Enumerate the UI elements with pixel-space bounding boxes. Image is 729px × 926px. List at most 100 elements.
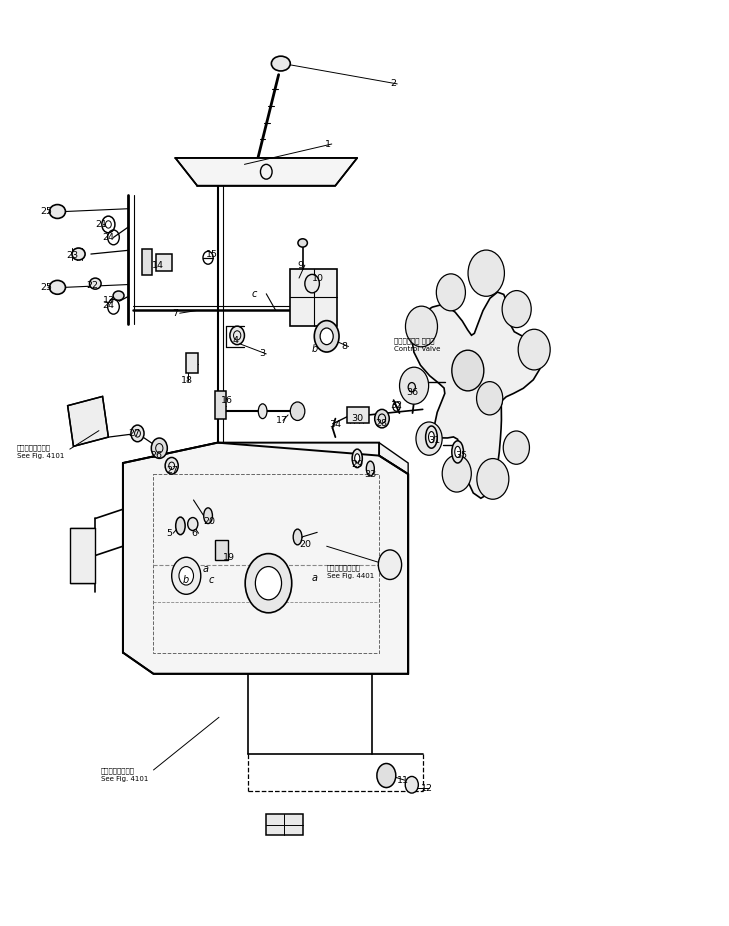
Text: 33: 33 <box>364 469 377 479</box>
Text: 31: 31 <box>429 436 440 445</box>
Text: 35: 35 <box>456 451 467 460</box>
Ellipse shape <box>352 449 362 468</box>
Circle shape <box>131 425 144 442</box>
Text: 18: 18 <box>181 376 193 385</box>
Polygon shape <box>266 814 303 834</box>
Circle shape <box>165 457 178 474</box>
Circle shape <box>408 382 416 392</box>
Circle shape <box>305 274 319 293</box>
Ellipse shape <box>429 432 434 443</box>
Circle shape <box>187 518 198 531</box>
Circle shape <box>399 368 429 404</box>
Bar <box>142 249 152 275</box>
Ellipse shape <box>50 281 66 294</box>
Text: 20: 20 <box>203 517 215 526</box>
Bar <box>186 353 198 373</box>
Circle shape <box>477 382 503 415</box>
Text: 5: 5 <box>166 529 172 538</box>
Text: 29: 29 <box>351 460 363 469</box>
Text: 25: 25 <box>41 207 52 216</box>
Polygon shape <box>68 396 109 446</box>
Bar <box>215 391 225 419</box>
Text: 19: 19 <box>222 553 235 562</box>
Text: 16: 16 <box>220 395 233 405</box>
Ellipse shape <box>72 248 85 260</box>
Text: 21: 21 <box>95 220 107 229</box>
Circle shape <box>172 557 200 594</box>
Circle shape <box>320 328 333 344</box>
Bar <box>156 254 172 270</box>
Circle shape <box>245 554 292 613</box>
Ellipse shape <box>271 56 290 71</box>
Text: a: a <box>312 572 318 582</box>
Text: b: b <box>183 575 190 585</box>
Circle shape <box>502 291 531 328</box>
Text: 15: 15 <box>206 249 218 258</box>
Polygon shape <box>175 157 357 185</box>
Ellipse shape <box>298 239 308 247</box>
Ellipse shape <box>113 291 124 300</box>
Ellipse shape <box>455 446 461 457</box>
Bar <box>215 540 228 560</box>
Ellipse shape <box>176 517 185 534</box>
Ellipse shape <box>355 454 360 463</box>
Circle shape <box>375 409 389 428</box>
Polygon shape <box>290 269 337 326</box>
Circle shape <box>152 438 168 458</box>
Text: 12: 12 <box>421 784 433 793</box>
Ellipse shape <box>366 461 374 476</box>
Text: 27: 27 <box>128 429 140 438</box>
Text: 13: 13 <box>103 295 114 305</box>
Polygon shape <box>123 443 408 674</box>
Ellipse shape <box>293 529 302 544</box>
Text: 6: 6 <box>191 529 198 538</box>
Ellipse shape <box>90 278 101 289</box>
Text: 24: 24 <box>103 233 114 242</box>
Text: 1: 1 <box>324 140 330 148</box>
Text: 14: 14 <box>152 260 164 269</box>
Text: c: c <box>209 575 214 585</box>
Text: 4: 4 <box>232 336 238 345</box>
Circle shape <box>443 455 472 492</box>
Circle shape <box>255 567 281 600</box>
Text: 第４１０１図参照
See Fig. 4101: 第４１０１図参照 See Fig. 4101 <box>101 768 149 782</box>
Circle shape <box>230 326 244 344</box>
Text: c: c <box>252 289 257 299</box>
Text: 23: 23 <box>66 251 78 260</box>
Text: 7: 7 <box>173 308 179 318</box>
Text: 24: 24 <box>103 301 114 310</box>
Ellipse shape <box>203 507 212 523</box>
Text: 11: 11 <box>397 776 409 784</box>
Circle shape <box>405 776 418 793</box>
Circle shape <box>518 330 550 369</box>
Text: 34: 34 <box>330 419 342 429</box>
Text: 2: 2 <box>390 80 396 88</box>
Text: 28: 28 <box>375 419 387 428</box>
Bar <box>347 407 369 423</box>
Text: 27: 27 <box>167 466 179 475</box>
Ellipse shape <box>426 426 437 448</box>
Ellipse shape <box>50 205 66 219</box>
Bar <box>70 528 95 583</box>
Polygon shape <box>123 443 408 474</box>
Text: b: b <box>312 344 318 355</box>
Circle shape <box>503 431 529 464</box>
Ellipse shape <box>452 441 464 463</box>
Circle shape <box>405 307 437 347</box>
Text: a: a <box>203 564 209 574</box>
Text: 8: 8 <box>341 342 347 351</box>
Circle shape <box>290 402 305 420</box>
Polygon shape <box>412 292 542 498</box>
Circle shape <box>378 550 402 580</box>
Text: 20: 20 <box>299 540 311 549</box>
Circle shape <box>377 764 396 787</box>
Text: 3: 3 <box>259 349 265 358</box>
Text: 36: 36 <box>407 388 419 397</box>
Circle shape <box>477 458 509 499</box>
Circle shape <box>314 320 339 352</box>
Text: 25: 25 <box>41 282 52 292</box>
Text: 30: 30 <box>351 414 364 423</box>
Text: 22: 22 <box>87 281 98 290</box>
Text: 9: 9 <box>297 260 303 269</box>
Text: 第４１０１図参照
See Fig. 4101: 第４１０１図参照 See Fig. 4101 <box>17 444 64 459</box>
